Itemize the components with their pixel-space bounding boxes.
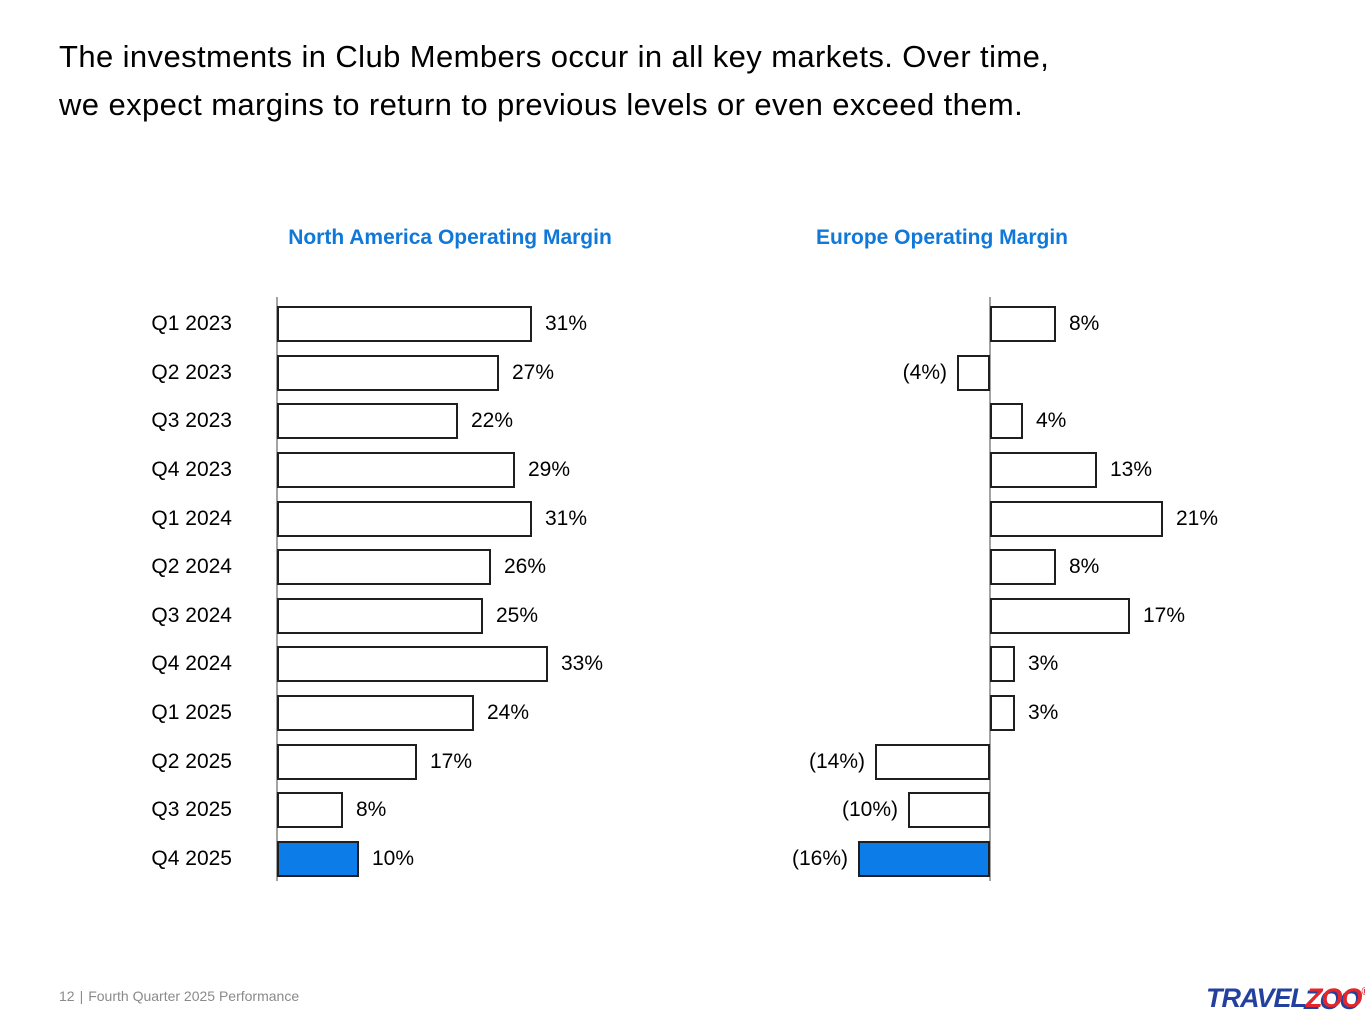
value-label: 27% — [512, 361, 555, 384]
slide-title: The investments in Club Members occur in… — [59, 33, 1299, 129]
value-label: (10%) — [841, 798, 898, 821]
slide-title-line1: The investments in Club Members occur in… — [59, 39, 1050, 74]
bar — [277, 598, 483, 634]
bar — [875, 744, 990, 780]
logo-travel-text: TRAVEL — [1206, 983, 1307, 1013]
slide-title-line2: we expect margins to return to previous … — [59, 87, 1024, 122]
value-label: 3% — [1028, 652, 1059, 675]
y-axis-line — [989, 297, 991, 881]
bar-highlighted — [277, 841, 359, 877]
category-label: Q1 2025 — [151, 701, 232, 724]
bar — [277, 452, 515, 488]
bar — [990, 306, 1056, 342]
value-label: 29% — [528, 458, 571, 481]
chart-title-north-america: North America Operating Margin — [288, 226, 612, 249]
value-label: 24% — [487, 701, 530, 724]
bar — [990, 695, 1015, 731]
value-label: 26% — [504, 555, 547, 578]
bar — [277, 695, 474, 731]
footer-text: Fourth Quarter 2025 Performance — [88, 988, 300, 1004]
page-number: 12 — [59, 988, 75, 1004]
category-label: Q4 2023 — [151, 458, 232, 481]
value-label: 17% — [1143, 604, 1186, 627]
value-label: (14%) — [808, 750, 865, 773]
value-label: 17% — [430, 750, 473, 773]
y-axis-line — [276, 297, 278, 881]
category-label: Q4 2025 — [151, 847, 232, 870]
travelzoo-logo: TRAVELZOO® — [1206, 976, 1365, 1014]
bar — [277, 501, 532, 537]
value-label: 21% — [1176, 507, 1219, 530]
value-label: 4% — [1036, 409, 1067, 432]
bar — [277, 403, 458, 439]
value-label: 22% — [471, 409, 514, 432]
value-label: 31% — [545, 312, 588, 335]
bar — [277, 744, 417, 780]
category-label: Q2 2025 — [151, 750, 232, 773]
value-label: (16%) — [791, 847, 848, 870]
value-label: (4%) — [902, 361, 947, 384]
bar — [277, 549, 491, 585]
slide-footer: 12 | Fourth Quarter 2025 Performance — [59, 988, 304, 1004]
bar — [277, 792, 343, 828]
footer-separator: | — [79, 988, 84, 1004]
bar — [990, 598, 1130, 634]
value-label: 8% — [1069, 312, 1100, 335]
logo-zoo-text: ZOO — [1306, 983, 1362, 1013]
bar-highlighted — [858, 841, 990, 877]
category-label: Q3 2025 — [151, 798, 232, 821]
bar — [277, 355, 499, 391]
bar — [277, 306, 532, 342]
value-label: 33% — [561, 652, 604, 675]
bar — [277, 646, 548, 682]
category-label: Q3 2023 — [151, 409, 232, 432]
category-label: Q2 2023 — [151, 361, 232, 384]
value-label: 8% — [356, 798, 387, 821]
category-label: Q4 2024 — [151, 652, 232, 675]
bar — [990, 403, 1023, 439]
value-label: 25% — [496, 604, 539, 627]
category-label: Q1 2023 — [151, 312, 232, 335]
category-label: Q3 2024 — [151, 604, 232, 627]
value-label: 10% — [372, 847, 415, 870]
category-label: Q1 2024 — [151, 507, 232, 530]
bar — [957, 355, 990, 391]
bar — [908, 792, 990, 828]
bar — [990, 452, 1097, 488]
bar — [990, 646, 1015, 682]
bar — [990, 501, 1163, 537]
value-label: 3% — [1028, 701, 1059, 724]
category-label: Q2 2024 — [151, 555, 232, 578]
value-label: 31% — [545, 507, 588, 530]
registered-trademark-icon: ® — [1362, 986, 1365, 998]
bar — [990, 549, 1056, 585]
value-label: 8% — [1069, 555, 1100, 578]
chart-title-europe: Europe Operating Margin — [815, 226, 1069, 249]
value-label: 13% — [1110, 458, 1153, 481]
